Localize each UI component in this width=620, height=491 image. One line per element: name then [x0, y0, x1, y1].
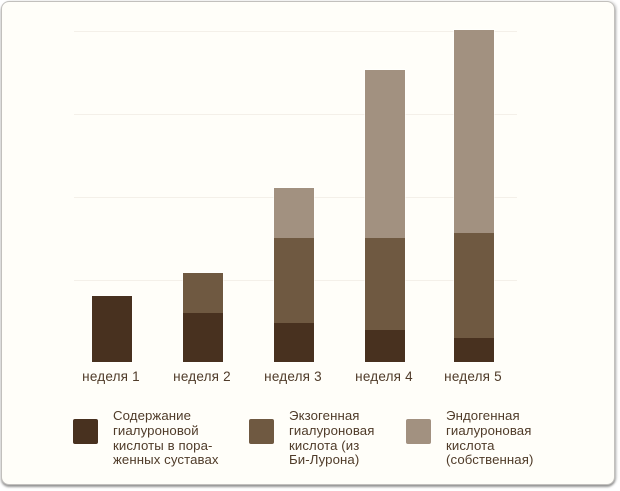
bar-segment-series-2: [365, 238, 405, 330]
bar-week-3: [273, 187, 315, 363]
bar-segment-series-2: [183, 273, 223, 313]
bar-week-5: [453, 29, 495, 363]
chart-card: неделя 1 неделя 2 неделя 3 неделя 4 неделя 5…: [1, 1, 615, 485]
x-axis-label: неделя 1: [82, 369, 140, 384]
legend-swatch-1: [73, 419, 98, 444]
legend-swatch-2: [249, 419, 274, 444]
bar-segment-series-1: [274, 323, 314, 362]
legend-swatch-3: [406, 419, 431, 444]
plot-area: [74, 29, 517, 363]
legend-label-1: Содержание гиалуроновой кислоты в пора- …: [113, 408, 219, 468]
x-axis-label: неделя 2: [173, 369, 231, 384]
bar-segment-series-3: [365, 70, 405, 238]
bar-segment-series-3: [274, 188, 314, 238]
bar-segment-series-2: [274, 238, 314, 323]
bar-segment-series-1: [183, 313, 223, 362]
legend-label-3: Эндогенная гиалуроновая кислота (собстве…: [446, 408, 534, 468]
bar-segment-series-1: [454, 338, 494, 362]
gridline: [74, 114, 517, 115]
x-axis-label: неделя 5: [444, 369, 502, 384]
bar-week-1: [91, 295, 133, 363]
bar-segment-series-3: [454, 30, 494, 233]
legend-label-2: Экзогенная гиалуроновая кислота (из Би-Л…: [289, 408, 375, 468]
x-axis-label: неделя 3: [264, 369, 322, 384]
x-axis-label: неделя 4: [355, 369, 413, 384]
bar-segment-series-1: [92, 296, 132, 362]
gridline: [74, 31, 517, 32]
bar-segment-series-2: [454, 233, 494, 338]
bar-week-2: [182, 272, 224, 363]
bar-week-4: [364, 69, 406, 363]
bar-segment-series-1: [365, 330, 405, 362]
